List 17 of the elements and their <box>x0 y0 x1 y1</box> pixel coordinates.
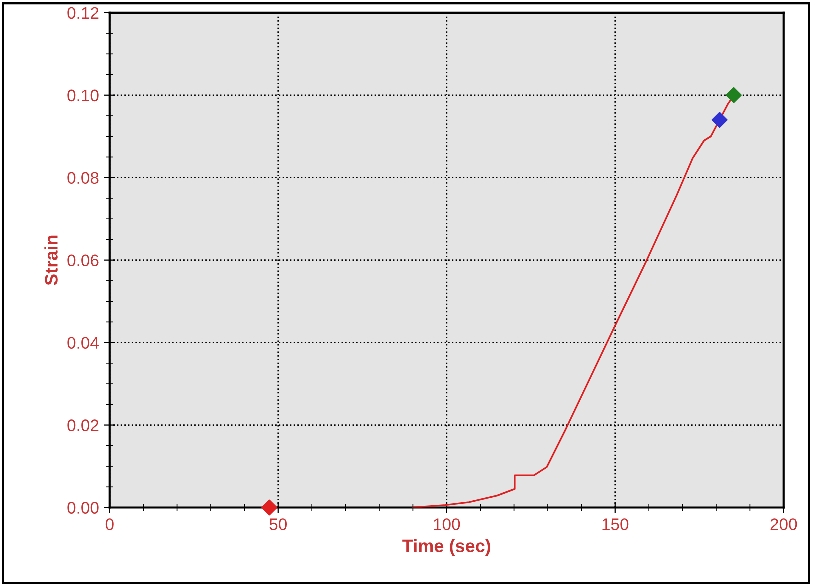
x-axis-title: Time (sec) <box>402 539 490 556</box>
x-tick-label: 50 <box>270 518 288 530</box>
point <box>712 112 728 128</box>
y-axis-title: Strain <box>44 236 58 286</box>
x-tick-label: 150 <box>602 518 629 530</box>
x-tick-label: 100 <box>434 518 460 530</box>
y-tick-label: 0.04 <box>68 337 99 350</box>
y-tick-label: 0.06 <box>68 254 99 267</box>
x-tick-label: 0 <box>106 518 114 530</box>
y-tick-label: 0.02 <box>68 420 99 432</box>
y-tick-label: 0.12 <box>68 7 99 20</box>
y-tick-label: 0.08 <box>68 172 99 184</box>
x-tick-label: 200 <box>770 518 798 530</box>
point <box>262 500 278 516</box>
y-tick-label: 0.00 <box>68 502 99 514</box>
y-tick-label: 0.10 <box>68 90 99 102</box>
point <box>726 87 742 104</box>
